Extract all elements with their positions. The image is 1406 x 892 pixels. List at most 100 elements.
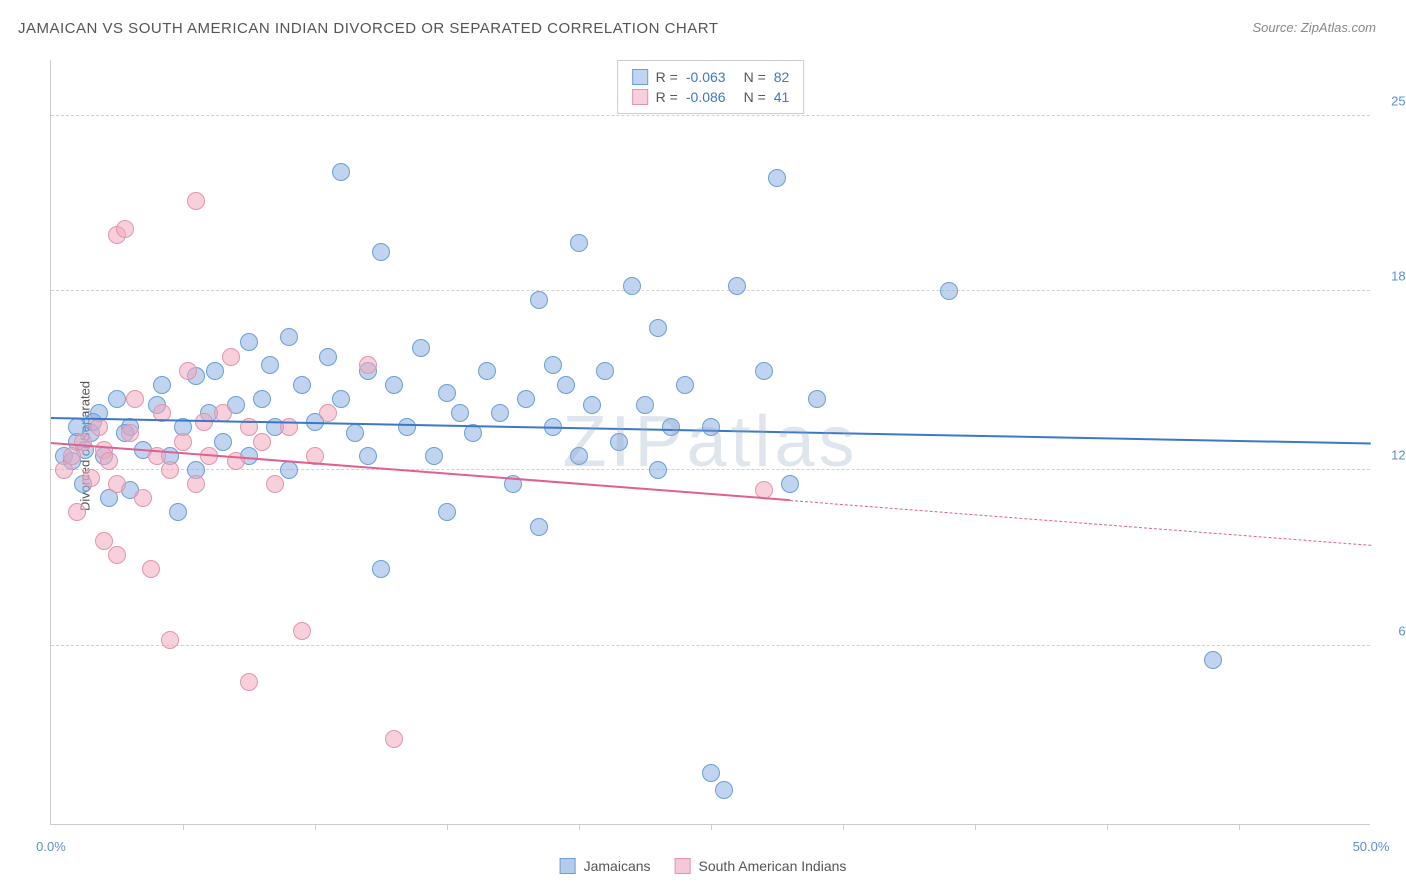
scatter-point <box>222 348 240 366</box>
legend-n-label: N = <box>744 69 766 85</box>
gridline <box>51 115 1370 116</box>
scatter-point <box>662 418 680 436</box>
y-tick-label: 6.3% <box>1398 623 1406 638</box>
x-tick-label: 0.0% <box>36 839 66 854</box>
scatter-point <box>385 376 403 394</box>
scatter-point <box>755 362 773 380</box>
scatter-point <box>451 404 469 422</box>
scatter-point <box>280 461 298 479</box>
scatter-point <box>214 433 232 451</box>
x-tick <box>579 824 580 830</box>
scatter-point <box>126 390 144 408</box>
y-tick-label: 12.5% <box>1391 447 1406 462</box>
scatter-point <box>768 169 786 187</box>
scatter-point <box>649 319 667 337</box>
scatter-point <box>121 424 139 442</box>
legend-row: R =-0.086N =41 <box>632 87 790 107</box>
scatter-point <box>161 631 179 649</box>
scatter-point <box>293 622 311 640</box>
scatter-point <box>332 163 350 181</box>
scatter-point <box>808 390 826 408</box>
legend-item: Jamaicans <box>560 858 651 874</box>
scatter-point <box>187 192 205 210</box>
scatter-point <box>781 475 799 493</box>
watermark-text: ZIPatlas <box>562 401 858 483</box>
scatter-point <box>1204 651 1222 669</box>
trend-line-dashed <box>790 500 1371 546</box>
scatter-point <box>649 461 667 479</box>
x-tick <box>183 824 184 830</box>
scatter-point <box>530 518 548 536</box>
x-tick <box>711 824 712 830</box>
scatter-point <box>438 503 456 521</box>
scatter-point <box>153 376 171 394</box>
scatter-point <box>702 764 720 782</box>
scatter-point <box>68 503 86 521</box>
scatter-point <box>412 339 430 357</box>
scatter-point <box>636 396 654 414</box>
scatter-point <box>253 390 271 408</box>
scatter-point <box>100 452 118 470</box>
scatter-point <box>702 418 720 436</box>
x-tick-label: 50.0% <box>1353 839 1390 854</box>
correlation-legend: R =-0.063N =82R =-0.086N =41 <box>617 60 805 114</box>
scatter-point <box>82 469 100 487</box>
legend-r-value: -0.063 <box>686 69 726 85</box>
scatter-point <box>253 433 271 451</box>
scatter-point <box>372 243 390 261</box>
legend-item: South American Indians <box>675 858 847 874</box>
legend-swatch <box>560 858 576 874</box>
scatter-point <box>319 404 337 422</box>
gridline <box>51 290 1370 291</box>
scatter-point <box>478 362 496 380</box>
scatter-point <box>676 376 694 394</box>
legend-n-label: N = <box>744 89 766 105</box>
scatter-point <box>570 447 588 465</box>
scatter-point <box>346 424 364 442</box>
scatter-point <box>491 404 509 422</box>
scatter-point <box>240 673 258 691</box>
scatter-point <box>74 433 92 451</box>
scatter-point <box>169 503 187 521</box>
scatter-point <box>623 277 641 295</box>
scatter-point <box>108 475 126 493</box>
scatter-point <box>398 418 416 436</box>
scatter-point <box>359 447 377 465</box>
scatter-point <box>280 328 298 346</box>
legend-r-label: R = <box>656 89 678 105</box>
legend-swatch <box>632 69 648 85</box>
scatter-point <box>557 376 575 394</box>
scatter-point <box>438 384 456 402</box>
scatter-point <box>266 475 284 493</box>
legend-n-value: 41 <box>774 89 790 105</box>
scatter-point <box>517 390 535 408</box>
scatter-point <box>728 277 746 295</box>
x-tick <box>447 824 448 830</box>
scatter-point <box>530 291 548 309</box>
scatter-point <box>940 282 958 300</box>
legend-swatch <box>675 858 691 874</box>
scatter-point <box>372 560 390 578</box>
legend-row: R =-0.063N =82 <box>632 67 790 87</box>
scatter-point <box>583 396 601 414</box>
chart-title: JAMAICAN VS SOUTH AMERICAN INDIAN DIVORC… <box>18 20 718 37</box>
scatter-point <box>425 447 443 465</box>
scatter-point <box>206 362 224 380</box>
x-tick <box>975 824 976 830</box>
scatter-point <box>90 418 108 436</box>
plot-area: ZIPatlas R =-0.063N =82R =-0.086N =41 6.… <box>50 60 1370 825</box>
series-legend: Jamaicans South American Indians <box>560 858 847 874</box>
source-attribution: Source: ZipAtlas.com <box>1252 20 1376 35</box>
scatter-point <box>108 390 126 408</box>
y-tick-label: 18.8% <box>1391 269 1406 284</box>
gridline <box>51 645 1370 646</box>
x-tick <box>315 824 316 830</box>
x-tick <box>1239 824 1240 830</box>
scatter-point <box>261 356 279 374</box>
scatter-point <box>187 475 205 493</box>
legend-label: South American Indians <box>699 858 847 874</box>
scatter-point <box>142 560 160 578</box>
scatter-point <box>610 433 628 451</box>
scatter-point <box>359 356 377 374</box>
scatter-point <box>596 362 614 380</box>
